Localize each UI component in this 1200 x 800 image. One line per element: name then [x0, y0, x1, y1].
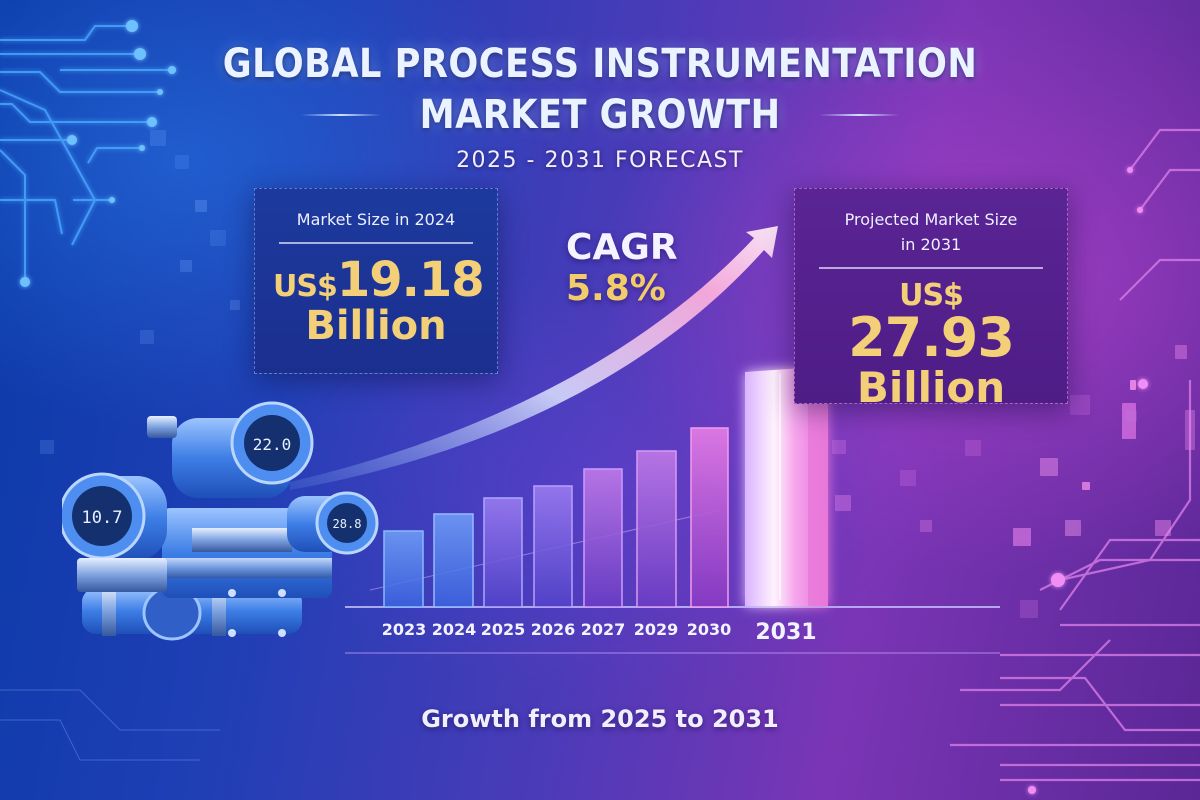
bar-2030 — [690, 427, 729, 608]
page-title-line2: MARKET GROWTH — [419, 92, 781, 138]
bar-2026 — [533, 485, 573, 608]
x-tick-2029: 2029 — [633, 620, 679, 639]
x-tick-2026: 2026 — [530, 620, 576, 639]
value-number: 27.93 — [848, 305, 1015, 369]
growth-caption: Growth from 2025 to 2031 — [421, 705, 779, 733]
card-divider — [279, 242, 473, 244]
bar-2031 — [745, 368, 828, 606]
card-label-line2: in 2031 — [900, 235, 962, 254]
display-value-top: 22.0 — [253, 435, 292, 454]
bar-2023 — [383, 530, 424, 608]
title-divider-left — [300, 114, 381, 116]
bar-2027 — [583, 468, 623, 608]
bar-2029 — [636, 450, 677, 608]
pressure-transmitter-icon: 22.0 10.7 28.8 — [62, 401, 379, 641]
value-unit: Billion — [856, 362, 1006, 412]
market-size-2024-value: US$19.18 Billion — [273, 256, 485, 349]
card-divider — [819, 267, 1043, 269]
cagr-block: CAGR 5.8% — [566, 228, 678, 310]
x-tick-2023: 2023 — [381, 620, 427, 639]
cagr-label: CAGR — [566, 227, 678, 268]
cagr-value: 5.8% — [566, 268, 666, 309]
x-tick-2024: 2024 — [431, 620, 477, 639]
bar-2025 — [483, 497, 523, 608]
page-title: GLOBAL PROCESS INSTRUMENTATION — [222, 41, 978, 87]
projected-market-size-card: Projected Market Size in 2031 US$ 27.93 … — [794, 188, 1068, 408]
forecast-subtitle: 2025 - 2031 FORECAST — [456, 148, 744, 173]
title-divider-right — [819, 114, 900, 116]
currency-label: US$ — [273, 268, 338, 304]
display-value-right: 28.8 — [333, 517, 362, 531]
title-block: GLOBAL PROCESS INSTRUMENTATION MARKET GR… — [0, 38, 1200, 173]
bar-2024 — [433, 513, 474, 608]
value-unit: Billion — [305, 302, 447, 349]
x-tick-2030: 2030 — [686, 620, 732, 639]
card-label: Market Size in 2024 — [296, 210, 456, 229]
x-tick-2027: 2027 — [580, 620, 626, 639]
value-number: 19.18 — [336, 251, 485, 308]
market-size-2024-card: Market Size in 2024 US$19.18 Billion — [254, 188, 498, 374]
currency-label: US$ — [899, 277, 964, 313]
x-tick-2031: 2031 — [755, 620, 817, 645]
card-label-line1: Projected Market Size — [844, 210, 1018, 229]
projected-market-size-value: US$ 27.93 Billion — [813, 277, 1049, 412]
display-value-left: 10.7 — [82, 508, 123, 528]
x-tick-2025: 2025 — [480, 620, 526, 639]
